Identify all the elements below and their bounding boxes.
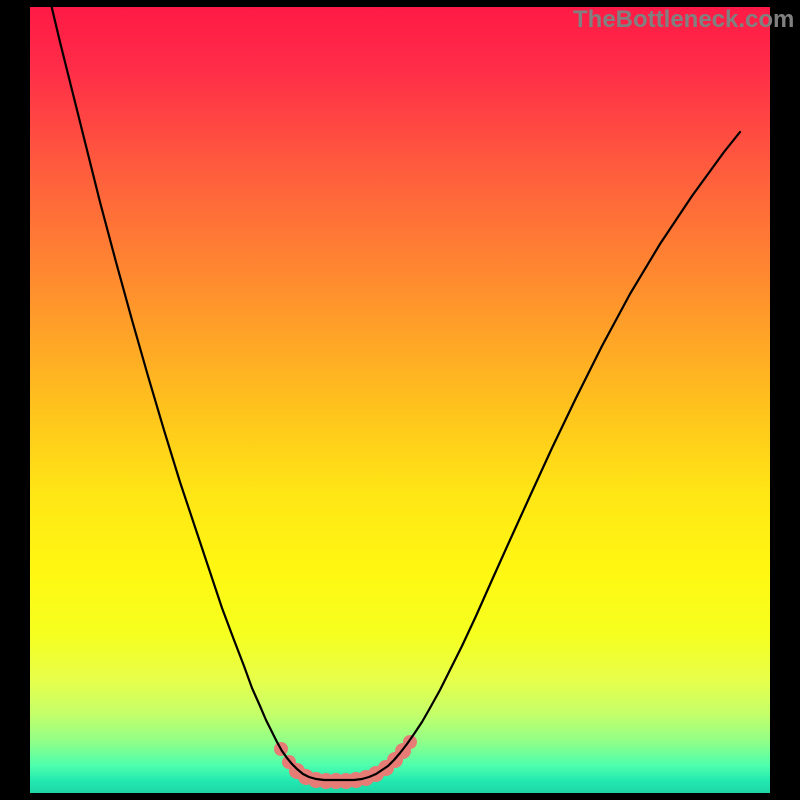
border-right bbox=[770, 0, 800, 800]
chart-frame: TheBottleneck.com bbox=[0, 0, 800, 800]
plot-area bbox=[30, 7, 770, 793]
border-left bbox=[0, 0, 30, 800]
watermark-text: TheBottleneck.com bbox=[573, 6, 794, 34]
bottleneck-curve bbox=[50, 7, 740, 780]
border-bottom bbox=[0, 793, 800, 800]
curve-svg bbox=[30, 7, 770, 793]
